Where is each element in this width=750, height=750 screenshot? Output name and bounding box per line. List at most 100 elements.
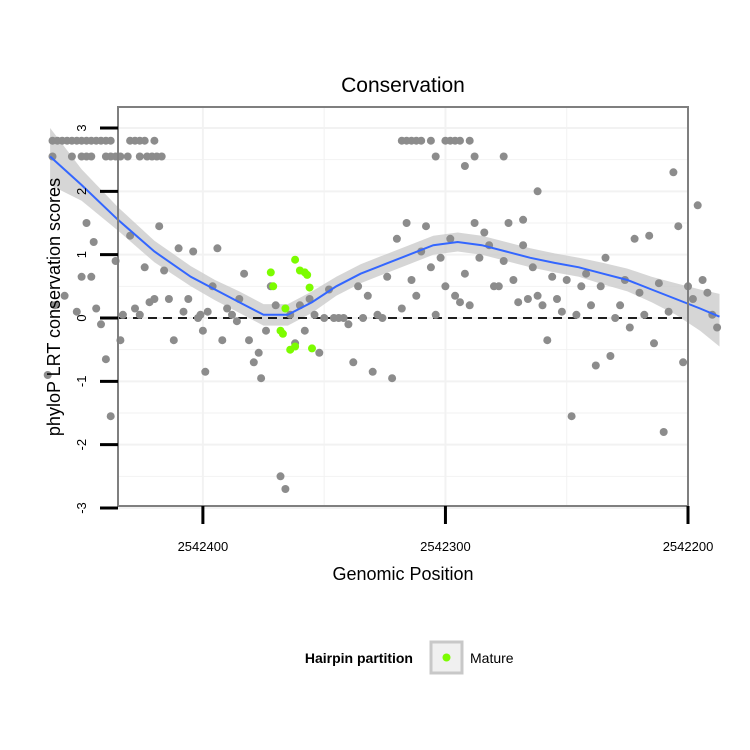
y-tick-label: -1	[74, 376, 89, 388]
data-point	[654, 279, 663, 288]
data-point	[504, 219, 513, 227]
data-point	[465, 136, 474, 145]
x-axis-title: Genomic Position	[332, 564, 473, 584]
data-point	[664, 307, 673, 316]
data-point	[203, 307, 212, 316]
data-point	[67, 152, 76, 161]
mature-point	[278, 329, 287, 338]
data-point	[659, 428, 668, 436]
data-point	[228, 310, 236, 319]
data-point	[519, 215, 528, 224]
data-point	[305, 295, 314, 303]
data-point	[150, 136, 159, 145]
data-point	[688, 295, 697, 303]
data-point	[155, 222, 164, 231]
data-point	[635, 288, 644, 297]
x-tick-label: 2542200	[663, 539, 714, 554]
data-point	[60, 291, 69, 300]
data-point	[262, 326, 270, 335]
chart-title: Conservation	[341, 74, 465, 97]
data-point	[553, 295, 561, 303]
data-point	[281, 485, 290, 493]
data-point	[135, 152, 144, 161]
data-point	[601, 253, 610, 262]
data-point	[179, 307, 188, 316]
data-point	[383, 272, 392, 281]
data-point	[140, 263, 149, 272]
data-point	[669, 168, 678, 177]
data-point	[557, 307, 566, 316]
data-point	[140, 136, 149, 145]
data-point	[232, 317, 241, 326]
data-point	[131, 304, 139, 313]
mature-point	[303, 270, 312, 279]
data-point	[271, 301, 280, 310]
x-tick-label: 2542400	[178, 539, 229, 554]
data-point	[480, 228, 489, 237]
data-point	[674, 222, 683, 231]
data-point	[150, 295, 159, 303]
data-point	[494, 282, 503, 291]
data-point	[97, 320, 105, 329]
data-point	[499, 152, 508, 161]
data-point	[582, 269, 591, 278]
y-tick-label: 1	[74, 251, 89, 258]
data-point	[407, 276, 416, 284]
data-point	[198, 326, 207, 335]
legend-title: Hairpin partition	[305, 650, 413, 666]
data-point	[431, 310, 440, 319]
data-point	[368, 367, 377, 376]
y-tick-label: 2	[74, 188, 89, 195]
data-point	[89, 238, 98, 246]
data-point	[257, 374, 266, 383]
data-point	[402, 219, 411, 227]
data-point	[339, 314, 348, 322]
data-point	[426, 136, 435, 145]
data-point	[616, 301, 625, 310]
mature-point	[269, 282, 278, 291]
plot-panel	[43, 106, 722, 509]
data-point	[320, 314, 329, 322]
data-point	[174, 244, 183, 253]
data-point	[456, 136, 464, 145]
x-tick-label: 2542300	[420, 539, 471, 554]
data-point	[698, 276, 707, 284]
data-point	[87, 152, 96, 161]
data-point	[533, 291, 542, 300]
data-point	[223, 304, 232, 313]
data-point	[344, 320, 353, 329]
data-point	[254, 348, 263, 357]
data-point	[470, 152, 479, 161]
data-point	[106, 136, 115, 145]
data-point	[562, 276, 571, 284]
mature-point	[291, 255, 300, 264]
data-point	[713, 323, 722, 332]
data-point	[101, 355, 110, 364]
data-point	[441, 282, 450, 291]
data-point	[213, 244, 222, 253]
data-point	[591, 361, 600, 370]
y-axis: -3 -2 -1 0 1 2 3	[74, 124, 118, 514]
data-point	[160, 266, 169, 275]
mature-points	[266, 255, 316, 354]
x-axis: 2542400 2542300 2542200	[178, 506, 714, 554]
data-point	[310, 310, 319, 319]
smooth-line	[49, 155, 720, 318]
data-point	[470, 219, 479, 227]
data-point	[456, 298, 464, 307]
mature-point	[305, 283, 314, 292]
data-point	[499, 257, 508, 265]
data-point	[106, 412, 115, 421]
data-point	[606, 352, 615, 360]
data-point	[118, 310, 127, 319]
data-point	[201, 367, 210, 376]
data-point	[77, 272, 86, 281]
data-point	[388, 374, 397, 383]
data-point	[412, 291, 421, 300]
data-point	[533, 187, 542, 196]
data-point	[87, 272, 96, 281]
data-point	[135, 310, 144, 319]
legend: Hairpin partition Mature	[305, 640, 514, 675]
data-point	[92, 304, 101, 313]
